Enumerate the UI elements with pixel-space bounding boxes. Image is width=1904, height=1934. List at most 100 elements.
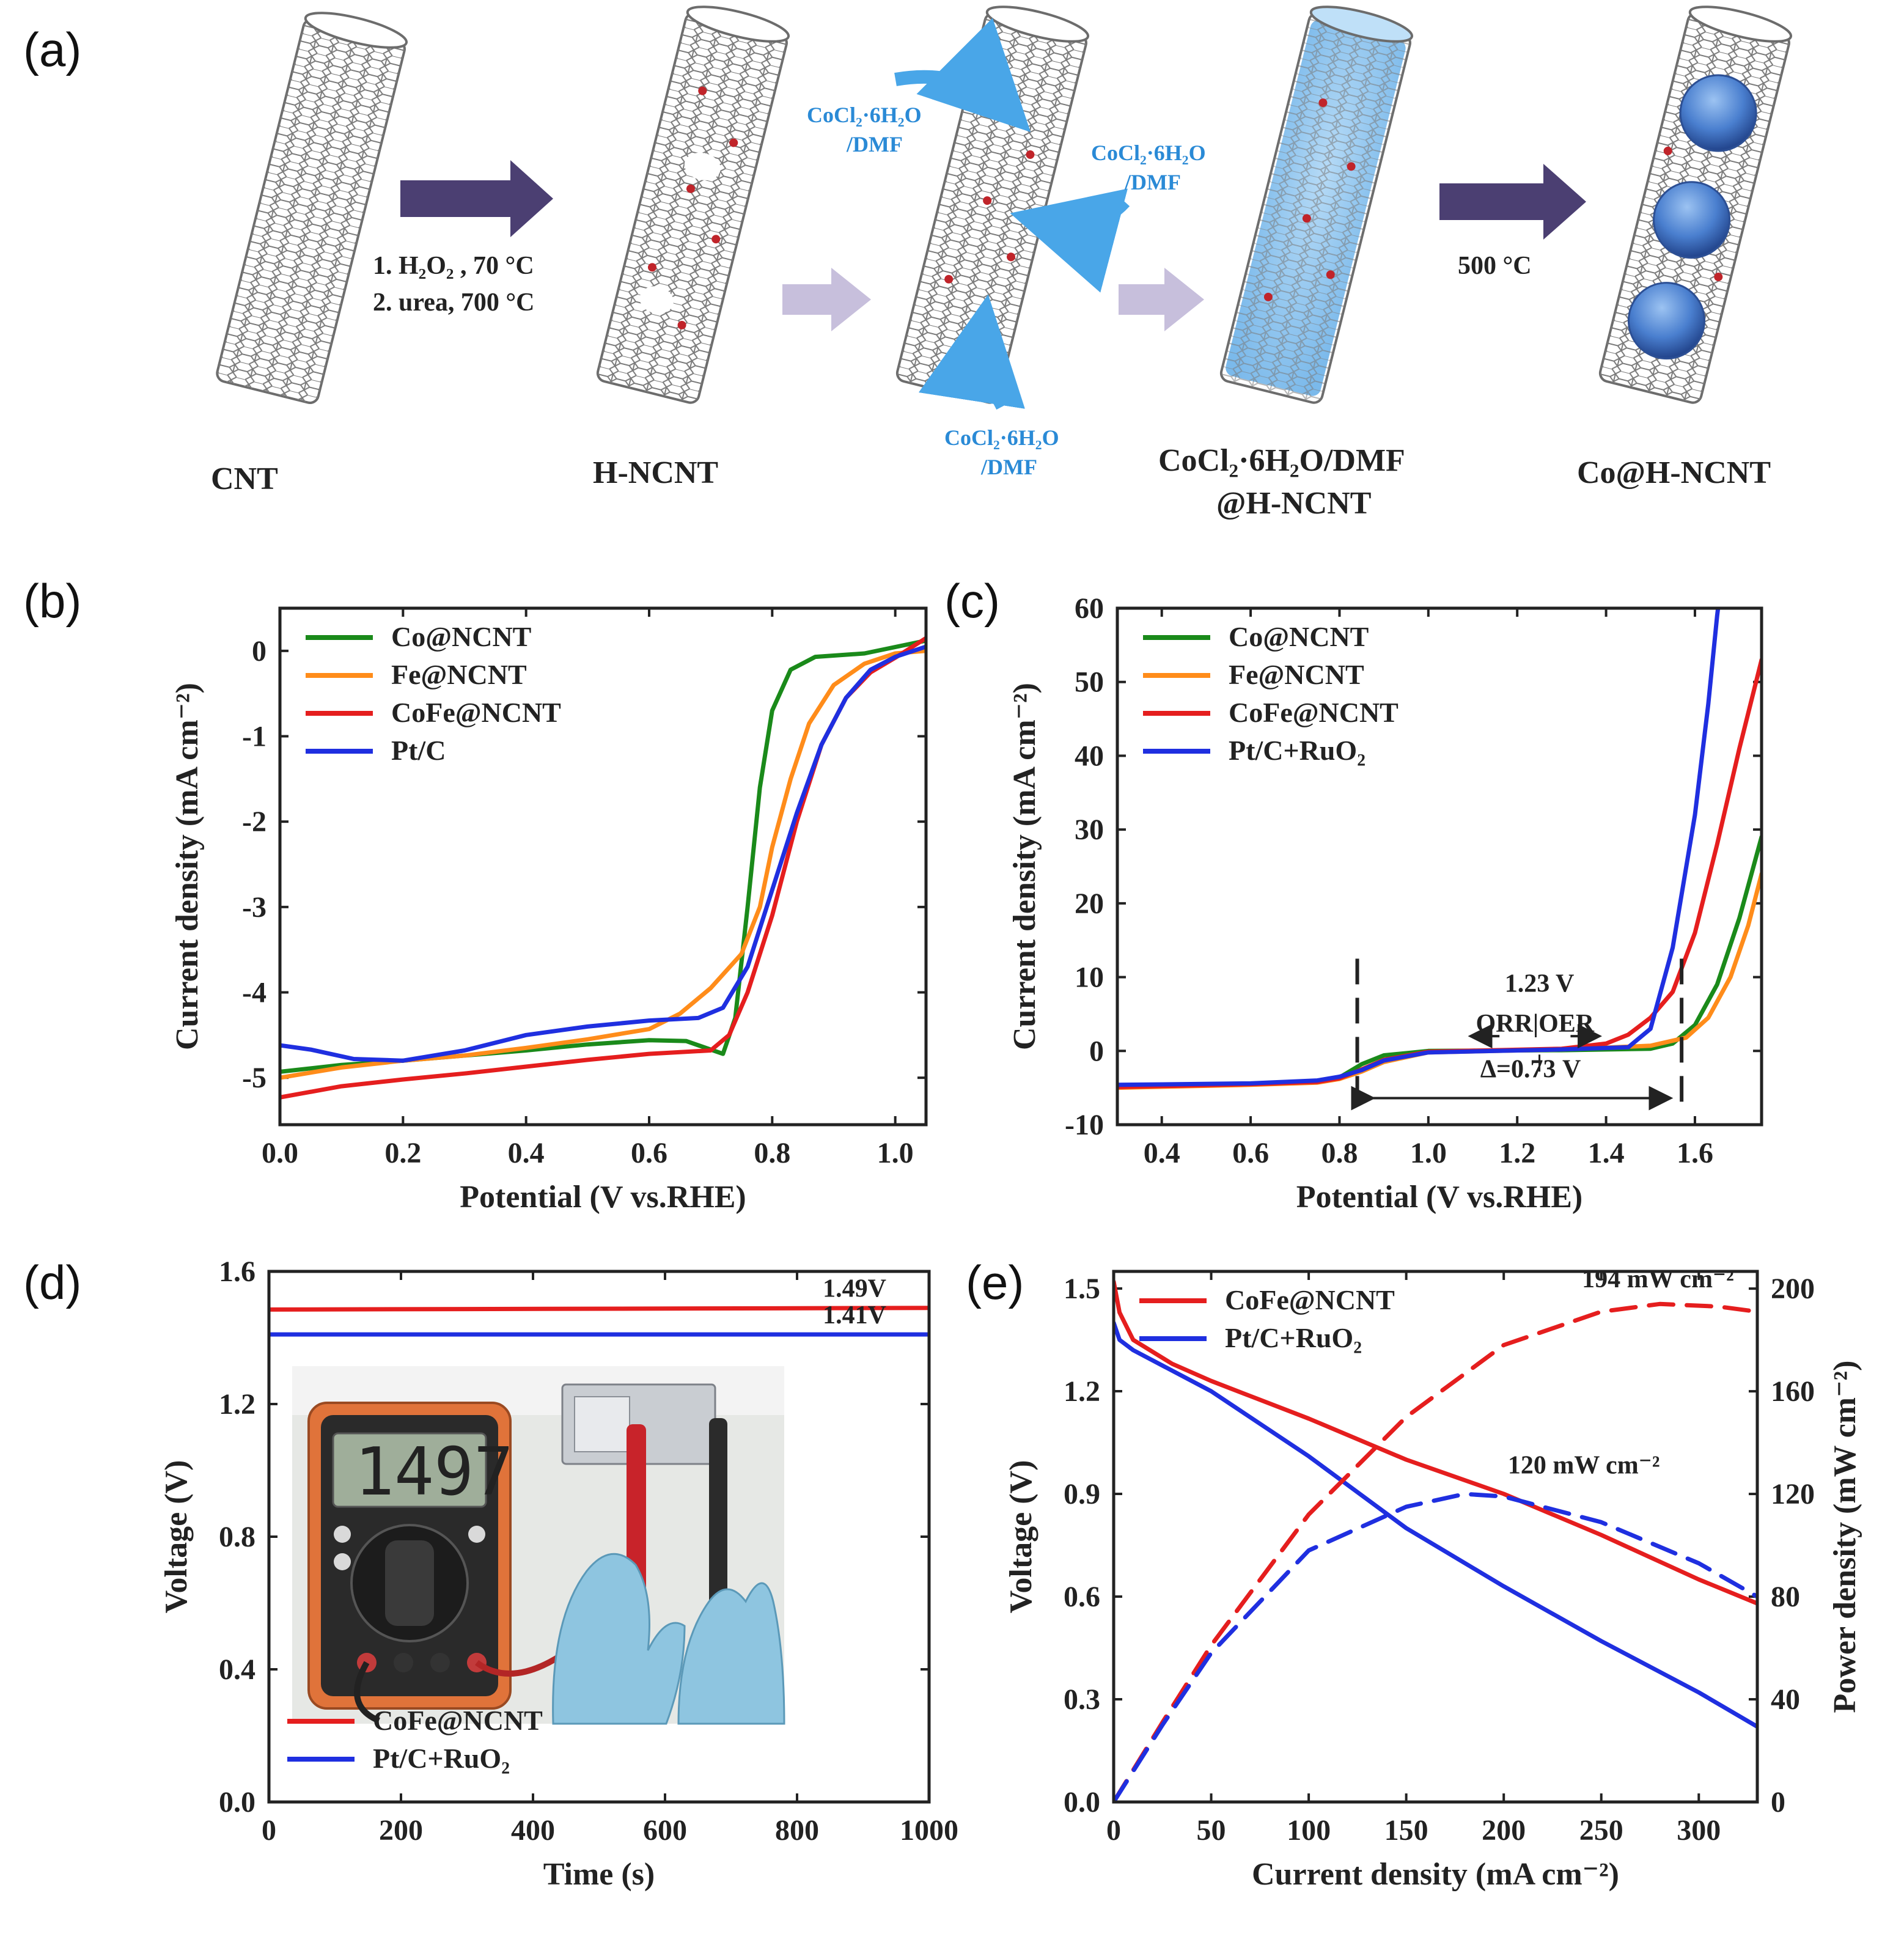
- stage-label-cnt: CNT: [211, 461, 278, 496]
- chart-c-y-tick-label: 0: [1089, 1035, 1104, 1067]
- panel-b-label: (b): [23, 574, 81, 628]
- chart-e-x-axis-label: Current density (mA cm⁻²): [1252, 1857, 1619, 1892]
- chart-e-peak-label-red: 194 mW cm⁻²: [1582, 1265, 1734, 1293]
- stage-label-mixture-1: CoCl₂·6H₂O/DMF: [1158, 443, 1405, 478]
- chart-e-peak-label-blue: 120 mW cm⁻²: [1508, 1451, 1660, 1479]
- chart-c-plot-frame: [1116, 606, 1763, 1127]
- chart-d-x-tick-label: 800: [775, 1814, 819, 1847]
- chart-e-legend-label: Pt/C+RuO₂: [1225, 1322, 1362, 1353]
- chart-b-legend-label: Co@NCNT: [391, 621, 531, 652]
- panel-e-label: (e): [966, 1256, 1024, 1309]
- reagent-arrow-bottom-icon: [918, 294, 1025, 410]
- reagent-label-1a: CoCl₂·6H₂O: [807, 103, 922, 127]
- hncnt-tube-icon: [596, 6, 790, 404]
- chart-d-value-label: 1.41V: [823, 1301, 886, 1329]
- chart-d-legend-label: CoFe@NCNT: [373, 1705, 543, 1736]
- chart-e-x-tick-label: 200: [1482, 1814, 1526, 1847]
- chart-c-legend-label: CoFe@NCNT: [1229, 697, 1399, 728]
- chart-b-series-line-1: [280, 649, 926, 1080]
- chart-e-y2-tick-label: 80: [1771, 1581, 1800, 1613]
- stage-label-mixture-2: @H-NCNT: [1216, 486, 1371, 521]
- chart-e-y2-tick-label: 0: [1771, 1786, 1785, 1818]
- chart-d-legend-label: Pt/C+RuO₂: [373, 1743, 510, 1774]
- chart-b-series-line-3: [280, 644, 926, 1063]
- step4-condition: 500 °C: [1458, 252, 1532, 280]
- panel-d-label: (d): [23, 1256, 81, 1309]
- chart-c-x-tick-label: 1.4: [1588, 1137, 1625, 1169]
- chart-b-legend-label: Fe@NCNT: [391, 659, 527, 690]
- chart-e-y2-tick-label: 120: [1771, 1478, 1815, 1510]
- chart-b-series-line-2: [280, 636, 926, 1100]
- cnt-tube-icon: [216, 12, 408, 404]
- chart-b-y-tick-label: -3: [242, 891, 266, 924]
- chart-e-legend-label: CoFe@NCNT: [1225, 1284, 1395, 1315]
- chart-c-legend-label: Pt/C+RuO₂: [1229, 735, 1366, 766]
- chart-b-legend-label: Pt/C: [391, 735, 446, 766]
- step1-condition-2: 2. urea, 700 °C: [373, 289, 535, 317]
- chart-c-legend-label: Co@NCNT: [1229, 621, 1369, 652]
- tube-impregnation-icon: [895, 6, 1090, 404]
- chart-b-y-tick-label: -5: [242, 1062, 266, 1094]
- chart-d-y-axis-label: Voltage (V): [159, 1460, 194, 1614]
- chart-e-y-tick-label: 0.6: [1064, 1581, 1100, 1613]
- chart-d-open-circuit-voltage: 1497 0 200 400 600 800 1000 0.0 0.4 0.8 1.2 1.6 Tim…: [159, 1256, 958, 1892]
- chart-e-y2-axis-label: Power density (mW cm⁻²): [1828, 1361, 1862, 1713]
- reagent-arrow-top-icon: [894, 18, 1031, 133]
- stage-label-co-hncnt: Co@H-NCNT: [1577, 455, 1771, 490]
- chart-b-y-tick-label: 0: [252, 635, 266, 667]
- chart-e-x-tick-label: 250: [1579, 1814, 1623, 1847]
- chart-e-y-tick-label: 1.5: [1064, 1273, 1100, 1305]
- chart-e-y2-tick-label: 40: [1771, 1683, 1800, 1716]
- panel-c-label: (c): [944, 574, 1000, 628]
- chart-e-discharge-polarization: 0 50 100 150 200 250 300 0.0 0.3 0.6 0.9 1.2 1.5 0 40 8…: [1004, 1265, 1862, 1892]
- panel-a-label: (a): [23, 23, 81, 76]
- chart-d-y-tick-label: 0.0: [219, 1786, 255, 1818]
- chart-b-x-tick-label: 0.8: [754, 1137, 790, 1169]
- chart-d-series-line-0: [269, 1306, 929, 1312]
- chart-c-x-axis-label: Potential (V vs.RHE): [1296, 1180, 1582, 1215]
- chart-b-y-axis-label: Current density (mA cm⁻²): [170, 683, 205, 1050]
- chart-b-x-tick-label: 0.4: [508, 1137, 545, 1169]
- chart-e-x-tick-label: 100: [1287, 1814, 1331, 1847]
- chart-b-series-line-0: [280, 638, 926, 1074]
- chart-d-value-label: 1.49V: [823, 1275, 886, 1303]
- chart-e-y-axis-label: Voltage (V): [1004, 1460, 1038, 1614]
- step3-arrow-icon: [1119, 268, 1204, 331]
- chart-c-y-tick-label: 30: [1075, 814, 1104, 846]
- chart-d-plot-frame: [267, 1270, 931, 1804]
- chart-c-series-line-3: [1117, 608, 1721, 1087]
- step4-arrow-icon: [1439, 164, 1586, 240]
- chart-b-plot-frame: [278, 606, 928, 1127]
- chart-e-y-tick-label: 0.0: [1064, 1786, 1100, 1818]
- chart-c-x-tick-label: 1.6: [1677, 1137, 1713, 1169]
- chart-e-series-line-1: [1114, 1320, 1757, 1729]
- chart-c-y-tick-label: 50: [1075, 666, 1104, 699]
- chart-c-y-tick-label: 10: [1075, 961, 1104, 994]
- chart-c-gap-label: Δ=0.73 V: [1480, 1056, 1581, 1084]
- step1-arrow-icon: [400, 160, 553, 237]
- chart-d-x-tick-label: 600: [643, 1814, 687, 1847]
- chart-c-x-tick-label: 0.8: [1321, 1137, 1358, 1169]
- chart-e-y-tick-label: 0.3: [1064, 1683, 1100, 1716]
- chart-d-y-tick-label: 0.8: [219, 1521, 255, 1553]
- reagent-label-3b: /DMF: [980, 455, 1037, 479]
- chart-d-y-tick-label: 0.4: [219, 1653, 255, 1686]
- chart-b-legend-label: CoFe@NCNT: [391, 697, 561, 728]
- chart-b-orr-polarization: 0.0 0.2 0.4 0.6 0.8 1.0 0 -1 -2 -3 -4 -5 Potential (…: [170, 606, 928, 1215]
- chart-c-orr-oer-label: ORR|OER: [1476, 1010, 1594, 1038]
- chart-b-x-tick-label: 0.0: [262, 1137, 298, 1169]
- chart-c-x-tick-label: 0.6: [1232, 1137, 1269, 1169]
- chart-c-x-tick-label: 1.0: [1410, 1137, 1447, 1169]
- meter-reading: 1497: [355, 1434, 513, 1510]
- chart-e-series-line-0: [1114, 1279, 1757, 1606]
- chart-d-y-tick-label: 1.2: [219, 1388, 255, 1421]
- chart-d-x-tick-label: 1000: [900, 1814, 958, 1847]
- chart-c-y-tick-label: 60: [1075, 592, 1104, 625]
- chart-b-x-tick-label: 0.6: [631, 1137, 667, 1169]
- chart-b-x-tick-label: 1.0: [877, 1137, 914, 1169]
- chart-d-x-axis-label: Time (s): [543, 1857, 655, 1892]
- chart-b-y-tick-label: -1: [242, 721, 266, 753]
- chart-e-series-line-2: [1114, 1301, 1757, 1802]
- chart-e-x-tick-label: 150: [1384, 1814, 1428, 1847]
